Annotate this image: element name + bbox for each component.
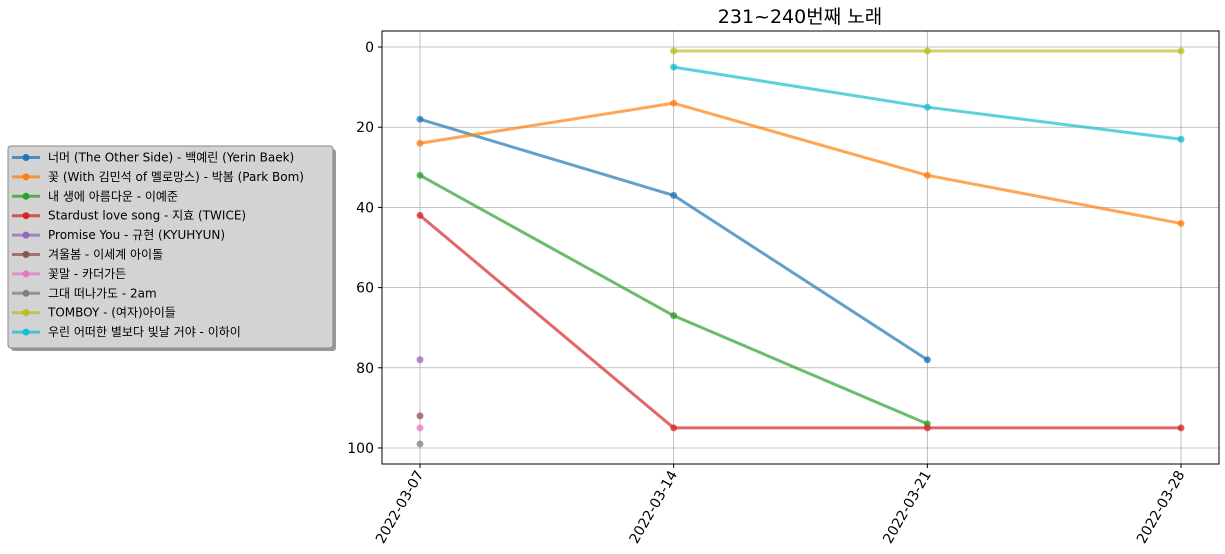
- legend: 너머 (The Other Side) - 백예린 (Yerin Baek) 꽃 …: [7, 145, 336, 351]
- legend-label: TOMBOY - (여자)아이들: [47, 306, 176, 320]
- data-point: [923, 103, 931, 111]
- data-point: [1177, 219, 1185, 227]
- data-point: [923, 356, 931, 364]
- legend-item: 우린 어떠한 별보다 빛날 거야 - 이하이: [12, 325, 241, 339]
- y-tick-label: 0: [365, 40, 374, 56]
- data-point: [923, 424, 931, 432]
- series-7: [416, 440, 424, 448]
- x-tick-label: 2022-03-07: [373, 468, 428, 546]
- y-tick-label: 20: [356, 120, 374, 136]
- data-point: [416, 171, 424, 179]
- data-point: [416, 211, 424, 219]
- plot-frame: [381, 30, 1220, 465]
- legend-swatch-marker: [22, 192, 30, 200]
- legend-swatch-marker: [22, 231, 30, 239]
- legend-swatch-marker: [22, 212, 30, 220]
- series-4: [416, 356, 424, 364]
- x-tick-label: 2022-03-21: [880, 468, 935, 546]
- legend-item: 내 생에 아름다운 - 이예준: [12, 189, 178, 203]
- legend-label: Promise You - 규현 (KYUHYUN): [48, 228, 225, 242]
- legend-label: 너머 (The Other Side) - 백예린 (Yerin Baek): [48, 151, 294, 165]
- legend-label: 꽃말 - 카더가든: [48, 267, 126, 281]
- legend-label: 우린 어떠한 별보다 빛날 거야 - 이하이: [48, 325, 241, 339]
- data-point: [670, 312, 678, 320]
- legend-item: 겨울봄 - 이세계 아이돌: [12, 248, 163, 262]
- data-point: [416, 412, 424, 420]
- data-point: [416, 440, 424, 448]
- series-9: [670, 63, 1185, 143]
- series-0: [416, 115, 931, 364]
- series-1: [416, 99, 1185, 227]
- legend-label: Stardust love song - 지효 (TWICE): [48, 209, 246, 223]
- legend-item: 꽃 (With 김민석 of 멜로망스) - 박봄 (Park Bom): [12, 170, 304, 184]
- data-point: [1177, 47, 1185, 55]
- y-axis: 0 20 40 60 80 100: [347, 40, 382, 457]
- data-point: [1177, 135, 1185, 143]
- data-point: [923, 171, 931, 179]
- data-point: [416, 356, 424, 364]
- legend-item: Stardust love song - 지효 (TWICE): [12, 209, 246, 223]
- legend-item: 그대 떠나가도 - 2am: [12, 286, 157, 300]
- y-tick-label: 80: [356, 361, 374, 377]
- series-line: [418, 101, 1183, 225]
- series-3: [416, 211, 1185, 432]
- series-5: [416, 412, 424, 420]
- legend-swatch-marker: [22, 309, 30, 317]
- legend-swatch-marker: [22, 173, 30, 181]
- legend-swatch-marker: [22, 251, 30, 258]
- legend-item: Promise You - 규현 (KYUHYUN): [12, 228, 225, 242]
- x-tick-label: 2022-03-14: [627, 468, 682, 547]
- series-lines: [416, 47, 1185, 448]
- data-point: [670, 63, 678, 71]
- legend-label: 그대 떠나가도 - 2am: [48, 286, 157, 300]
- grid-lines: [382, 31, 1219, 464]
- series-8: [670, 47, 1185, 55]
- legend-swatch-marker: [22, 270, 30, 278]
- data-point: [416, 115, 424, 123]
- series-6: [416, 424, 424, 432]
- y-tick-label: 40: [356, 200, 374, 216]
- data-point: [670, 99, 678, 107]
- data-point: [670, 191, 678, 199]
- legend-item: TOMBOY - (여자)아이들: [12, 306, 176, 320]
- data-point: [416, 139, 424, 147]
- data-point: [1177, 424, 1185, 432]
- y-tick-label: 60: [356, 281, 374, 297]
- legend-swatch-marker: [22, 328, 30, 336]
- legend-swatch-marker: [22, 154, 30, 161]
- legend-item: 꽃말 - 카더가든: [12, 267, 126, 281]
- data-point: [923, 47, 931, 55]
- series-line: [418, 213, 1183, 430]
- data-point: [670, 47, 678, 55]
- y-tick-label: 100: [347, 441, 374, 457]
- legend-label: 겨울봄 - 이세계 아이돌: [48, 248, 163, 262]
- chart-title: 231~240번째 노래: [718, 6, 882, 28]
- data-point: [670, 424, 678, 432]
- legend-swatch-marker: [22, 289, 30, 297]
- data-point: [416, 424, 424, 432]
- x-tick-label: 2022-03-28: [1134, 468, 1189, 546]
- legend-box: [7, 145, 334, 349]
- legend-label: 내 생에 아름다운 - 이예준: [48, 189, 178, 203]
- legend-item: 너머 (The Other Side) - 백예린 (Yerin Baek): [12, 151, 294, 165]
- legend-label: 꽃 (With 김민석 of 멜로망스) - 박봄 (Park Bom): [48, 170, 304, 184]
- x-axis: 2022-03-07 2022-03-14 2022-03-21 2022-03-28: [373, 464, 1189, 547]
